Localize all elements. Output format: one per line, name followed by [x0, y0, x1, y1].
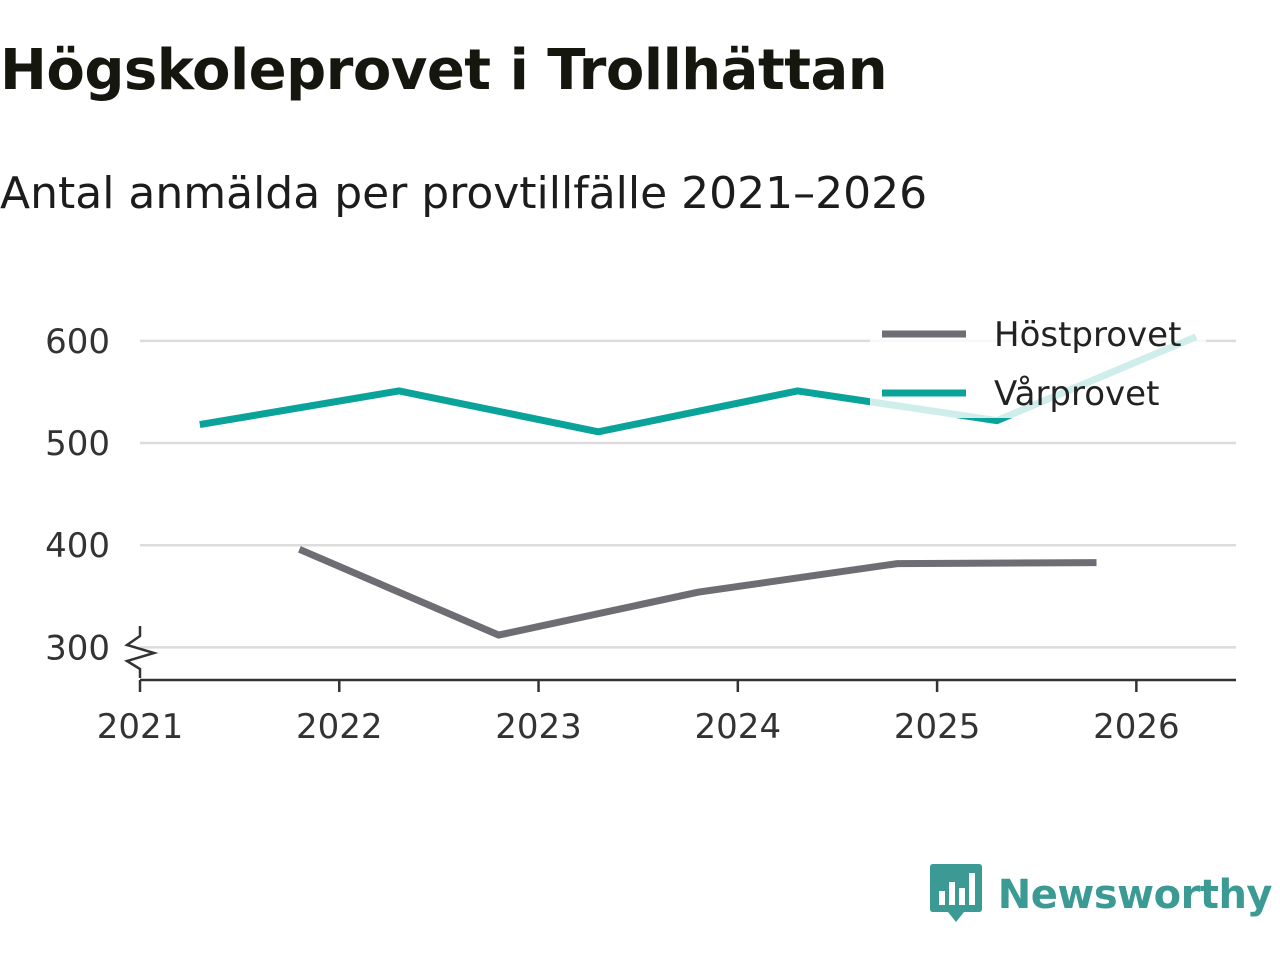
- chart-subtitle: Antal anmälda per provtillfälle 2021–202…: [0, 168, 928, 219]
- y-tick-label: 300: [45, 628, 110, 668]
- x-tick-label: 2022: [296, 707, 383, 747]
- legend-label: Vårprovet: [994, 374, 1159, 414]
- brand-logo: Newsworthy: [929, 864, 1273, 926]
- x-tick-label: 2025: [894, 707, 981, 747]
- bar-chart-icon: [929, 864, 982, 922]
- x-tick-label: 2026: [1093, 707, 1180, 747]
- y-tick-label: 600: [45, 322, 110, 362]
- brand-name: Newsworthy: [997, 872, 1273, 918]
- y-tick-label: 500: [45, 424, 110, 464]
- legend-label: Höstprovet: [994, 315, 1181, 355]
- y-axis-break-icon: [123, 626, 159, 678]
- x-tick-label: 2024: [695, 707, 782, 747]
- legend-background: [870, 306, 1206, 418]
- y-tick-label: 400: [45, 526, 110, 566]
- chart-title: Högskoleprovet i Trollhättan: [0, 38, 888, 103]
- x-tick-label: 2023: [495, 707, 582, 747]
- x-tick-label: 2021: [97, 707, 184, 747]
